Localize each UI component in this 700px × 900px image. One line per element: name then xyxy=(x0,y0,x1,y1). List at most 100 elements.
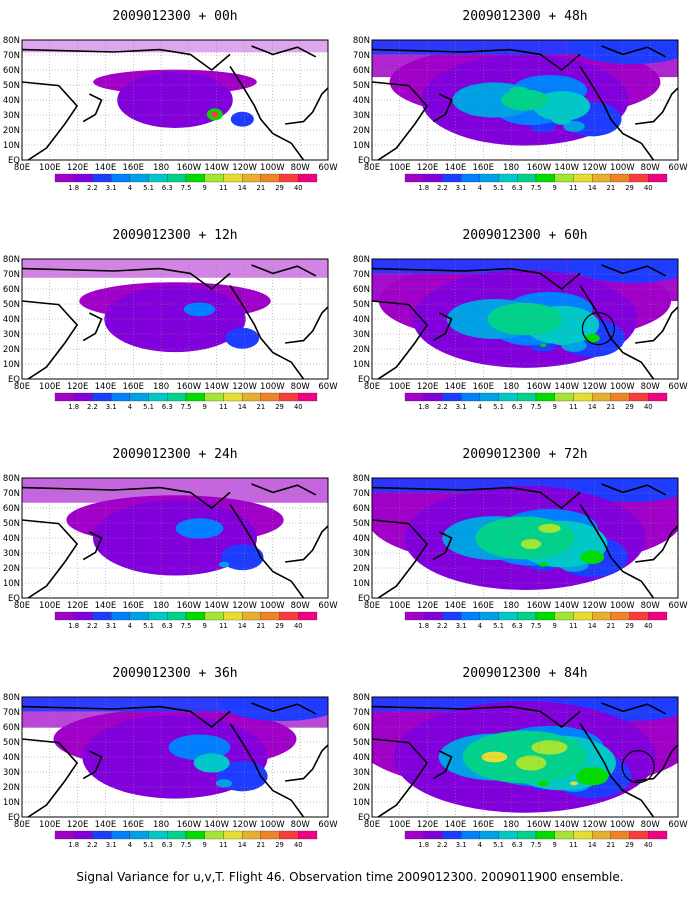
colorbar-label: 29 xyxy=(275,841,284,849)
colorbar-label: 6.3 xyxy=(512,403,523,411)
map-panel: 2009012300 + 00h 80N 70N 60N 50N 40N 30N 20N 10N… xyxy=(3,9,338,192)
latitude-tick-label: 20N xyxy=(3,126,20,136)
colorbar-swatch xyxy=(148,830,168,840)
map-frame xyxy=(21,39,329,161)
longitude-tick-label: 120W xyxy=(232,163,257,173)
colorbar-swatch xyxy=(54,392,74,402)
latitude-tick-label: 30N xyxy=(3,330,20,340)
longitude-tick-label: 100W xyxy=(260,163,285,173)
longitude-tick-label: 100E xyxy=(389,163,411,173)
colorbar-swatch xyxy=(610,173,630,183)
colorbar-swatch xyxy=(110,830,131,840)
colorbar-label: 29 xyxy=(275,622,284,630)
colorbar-label: 7.5 xyxy=(181,622,192,630)
colorbar-swatch xyxy=(423,830,443,840)
colorbar-swatch xyxy=(573,611,593,621)
longitude-tick-label: 140W xyxy=(554,163,579,173)
longitude-tick-label: 160E xyxy=(122,601,144,611)
colorbar-swatch xyxy=(554,611,574,621)
latitude-tick-label: 50N xyxy=(3,738,20,748)
colorbar-label: 4 xyxy=(478,403,482,411)
colorbar-swatch xyxy=(404,173,424,183)
panel-title: 2009012300 + 24h xyxy=(112,447,237,462)
colorbar-label: 4 xyxy=(128,184,132,192)
colorbar-swatch xyxy=(535,611,555,621)
colorbar-label: 6.3 xyxy=(162,841,173,849)
colorbar-label: 5.1 xyxy=(493,184,504,192)
latitude-tick-label: 10N xyxy=(353,579,370,589)
longitude-tick-label: 120E xyxy=(417,163,439,173)
longitude-tick-label: 160E xyxy=(472,382,494,392)
map-panel: 2009012300 + 36h 80N 70N 60N 50N 40N 30N 20N 10N… xyxy=(3,666,338,849)
longitude-tick-label: 100W xyxy=(260,820,285,830)
colorbar-swatch xyxy=(223,392,243,402)
panel-title: 2009012300 + 60h xyxy=(462,228,587,243)
colorbar-swatch xyxy=(148,173,168,183)
latitude-tick-label: 80N xyxy=(3,255,20,265)
latitude-tick-label: 20N xyxy=(353,126,370,136)
longitude-tick-label: 120W xyxy=(232,601,257,611)
colorbar-label: 21 xyxy=(607,841,616,849)
colorbar-label: 4 xyxy=(128,403,132,411)
colorbar-label: 5.1 xyxy=(143,403,154,411)
latitude-tick-label: 70N xyxy=(3,270,20,280)
longitude-tick-label: 140E xyxy=(95,601,117,611)
longitude-tick-label: 140W xyxy=(204,601,229,611)
latitude-tick-label: 40N xyxy=(3,534,20,544)
colorbar-swatch xyxy=(204,392,224,402)
colorbar-swatch xyxy=(591,830,612,840)
colorbar-label: 1.8 xyxy=(68,622,79,630)
colorbar-label: 3.1 xyxy=(106,403,117,411)
colorbar-label: 3.1 xyxy=(456,184,467,192)
colorbar-swatch xyxy=(554,173,574,183)
colorbar-swatch xyxy=(241,392,262,402)
longitude-tick-label: 120E xyxy=(67,163,89,173)
colorbar-label: 29 xyxy=(625,622,634,630)
longitude-tick-label: 100W xyxy=(610,163,635,173)
latitude-tick-label: 50N xyxy=(3,519,20,529)
longitude-tick-label: 160E xyxy=(122,820,144,830)
colorbar-swatch xyxy=(167,392,187,402)
colorbar-swatch xyxy=(73,830,93,840)
map-panel: 2009012300 + 84h 80N 70N 60N 50N 40N 30N 20N 10N… xyxy=(353,666,688,849)
colorbar-swatch xyxy=(54,173,74,183)
colorbar-swatch xyxy=(223,830,243,840)
colorbar-label: 14 xyxy=(238,622,247,630)
colorbar-label: 40 xyxy=(294,841,303,849)
latitude-tick-label: 70N xyxy=(353,51,370,61)
colorbar-swatch xyxy=(92,611,112,621)
colorbar-swatch xyxy=(498,830,518,840)
longitude-tick-label: 160W xyxy=(177,382,202,392)
longitude-tick-label: 120E xyxy=(417,382,439,392)
longitude-tick-label: 80W xyxy=(291,163,311,173)
colorbar-swatch xyxy=(110,611,131,621)
colorbar-swatch xyxy=(404,830,424,840)
colorbar-swatch xyxy=(610,611,630,621)
colorbar-label: 1.8 xyxy=(418,841,429,849)
colorbar-label: 21 xyxy=(257,841,266,849)
longitude-tick-label: 120W xyxy=(582,382,607,392)
colorbar-swatch xyxy=(479,173,499,183)
colorbar-swatch xyxy=(629,392,649,402)
latitude-tick-label: 50N xyxy=(353,738,370,748)
latitude-tick-label: 40N xyxy=(353,315,370,325)
map-frame xyxy=(371,258,679,380)
colorbar-label: 9 xyxy=(553,403,557,411)
colorbar-swatch xyxy=(498,173,518,183)
latitude-tick-label: 50N xyxy=(3,300,20,310)
colorbar-swatch xyxy=(260,830,280,840)
latitude-tick-label: EQ xyxy=(358,375,370,385)
longitude-tick-label: 160E xyxy=(122,163,144,173)
colorbar-swatch xyxy=(517,392,537,402)
colorbar-label: 3.1 xyxy=(456,403,467,411)
longitude-tick-label: 140W xyxy=(554,820,579,830)
latitude-tick-label: 80N xyxy=(353,36,370,46)
colorbar-label: 2.2 xyxy=(437,841,448,849)
colorbar-label: 2.2 xyxy=(87,403,98,411)
longitude-tick-label: 100E xyxy=(39,601,61,611)
colorbar-swatch xyxy=(241,611,262,621)
colorbar-label: 11 xyxy=(569,622,578,630)
colorbar-swatch xyxy=(610,392,630,402)
latitude-tick-label: 10N xyxy=(353,798,370,808)
